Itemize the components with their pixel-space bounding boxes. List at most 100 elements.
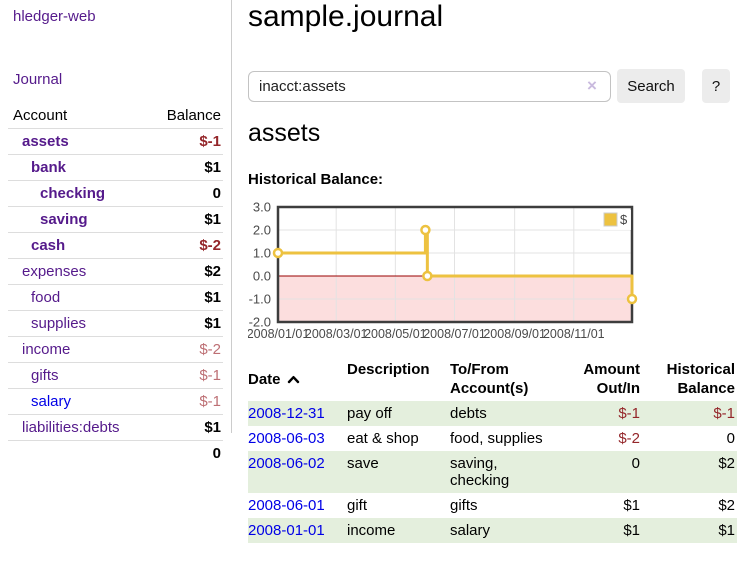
transaction-description: gift [347, 497, 368, 514]
transaction-row: 2008-06-01 gift gifts $1 $2 [248, 493, 737, 518]
transaction-balance: $-1 [713, 405, 735, 422]
data-point-marker [272, 247, 284, 259]
account-link-checking[interactable]: checking [40, 185, 106, 202]
account-row: saving $1 [8, 206, 223, 233]
account-link-income[interactable]: income [22, 341, 71, 358]
account-row: food $1 [8, 284, 223, 311]
transaction-date-cell: 2008-01-01 [248, 522, 347, 539]
transaction-date-cell: 2008-06-03 [248, 430, 347, 447]
account-balance: 0 [212, 185, 221, 202]
transaction-accounts: debts [450, 405, 487, 422]
transaction-description: eat & shop [347, 430, 419, 447]
transaction-row: 2008-01-01 income salary $1 $1 [248, 518, 737, 543]
transaction-accounts: gifts [450, 497, 478, 514]
transaction-date-cell: 2008-12-31 [248, 405, 347, 422]
account-link-cash[interactable]: cash [31, 237, 66, 254]
search-form: × Search ? [248, 69, 742, 103]
account-link-gifts[interactable]: gifts [31, 367, 59, 384]
account-row: income $-2 [8, 336, 223, 363]
account-link-food[interactable]: food [31, 289, 61, 306]
register-col-balance: Historical Balance [666, 361, 735, 397]
x-tick-label: 2008/07/01 [423, 327, 486, 341]
account-heading: assets [248, 119, 321, 147]
transaction-accounts: saving, checking [450, 455, 510, 489]
transaction-amount: 0 [631, 455, 640, 472]
register-table: Date Description To/From Account(s) Amou… [248, 360, 737, 543]
legend-swatch [603, 212, 618, 227]
account-link-assets[interactable]: assets [22, 133, 69, 150]
account-balance: $1 [204, 289, 221, 306]
chart-title: Historical Balance: [248, 171, 384, 188]
historical-balance-chart[interactable]: 2008/01/01 2008/03/01 2008/05/01 2008/07/01… [248, 198, 668, 348]
account-link-salary[interactable]: salary [31, 393, 72, 410]
legend-label: $ [620, 212, 628, 227]
transaction-date-link[interactable]: 2008-06-01 [248, 497, 325, 514]
y-tick-label: -1.0 [249, 292, 271, 307]
accounts-total-value: 0 [212, 445, 221, 462]
account-link-liabilities-debts[interactable]: liabilities:debts [22, 419, 120, 436]
chevron-up-icon [287, 375, 299, 383]
help-button[interactable]: ? [702, 69, 730, 103]
transaction-date-link[interactable]: 2008-01-01 [248, 522, 325, 539]
y-tick-label: 1.0 [253, 246, 271, 261]
account-balance: $-1 [199, 133, 221, 150]
accounts-table: Account Balance assets $-1 bank $1 checking 0… [8, 103, 223, 466]
account-balance: $-1 [199, 393, 221, 410]
accounts-col-account: Account [13, 107, 68, 124]
data-point-marker [422, 270, 433, 282]
sidebar-item-journal[interactable]: Journal [13, 71, 63, 88]
transaction-description: save [347, 455, 379, 472]
register-col-date[interactable]: Date [248, 360, 347, 398]
main-panel: sample.journal × Search ? assets Histori… [248, 0, 742, 582]
transaction-balance: $2 [718, 455, 735, 472]
search-button[interactable]: Search [617, 69, 685, 103]
account-link-saving[interactable]: saving [40, 211, 88, 228]
chart-canvas: 2008/01/012008/03/012008/05/012008/07/01… [248, 200, 638, 341]
transaction-date-link[interactable]: 2008-06-03 [248, 430, 325, 447]
x-tick-label: 2008/09/01 [483, 327, 546, 341]
brand-link[interactable]: hledger-web [13, 8, 96, 25]
transaction-date-cell: 2008-06-01 [248, 497, 347, 514]
transaction-date-cell: 2008-06-02 [248, 455, 347, 489]
transaction-description: pay off [347, 405, 392, 422]
data-point-marker [626, 293, 638, 305]
transaction-amount: $1 [623, 497, 640, 514]
accounts-table-body: assets $-1 bank $1 checking 0 saving $1 cash $-2 e… [8, 128, 223, 441]
transaction-date-link[interactable]: 2008-06-02 [248, 455, 325, 472]
clear-search-icon[interactable]: × [587, 76, 597, 95]
account-row: bank $1 [8, 154, 223, 181]
register-col-date-label: Date [248, 370, 281, 388]
account-row: salary $-1 [8, 388, 223, 415]
sidebar-divider [231, 0, 232, 433]
plot-border [276, 205, 634, 324]
account-row: cash $-2 [8, 232, 223, 259]
account-balance: $-2 [199, 237, 221, 254]
x-tick-label: 2008/01/01 [248, 327, 309, 341]
account-balance: $1 [204, 211, 221, 228]
account-row: checking 0 [8, 180, 223, 207]
account-link-expenses[interactable]: expenses [22, 263, 87, 280]
x-tick-label: 2008/11/01 [543, 327, 605, 341]
search-input[interactable] [248, 71, 611, 102]
account-row: supplies $1 [8, 310, 223, 337]
x-tick-label: 2008/03/01 [305, 327, 368, 341]
register-col-tofrom: To/From Account(s) [450, 361, 529, 397]
transaction-amount: $-2 [618, 430, 640, 447]
account-row: assets $-1 [8, 128, 223, 155]
account-link-bank[interactable]: bank [31, 159, 67, 176]
accounts-table-header: Account Balance [8, 103, 223, 129]
transaction-accounts: food, supplies [450, 430, 543, 447]
account-balance: $1 [204, 419, 221, 436]
transaction-balance: $2 [718, 497, 735, 514]
register-rows: 2008-12-31 pay off debts $-1 $-1 2008-06-03 ea… [248, 401, 737, 543]
account-row: liabilities:debts $1 [8, 414, 223, 441]
register-header: Date Description To/From Account(s) Amou… [248, 360, 737, 401]
account-balance: $-1 [199, 367, 221, 384]
transaction-row: 2008-06-02 save saving, checking 0 $2 [248, 451, 737, 493]
transaction-row: 2008-06-03 eat & shop food, supplies $-2 0 [248, 426, 737, 451]
x-tick-label: 2008/05/01 [364, 327, 427, 341]
account-balance: $2 [204, 263, 221, 280]
transaction-row: 2008-12-31 pay off debts $-1 $-1 [248, 401, 737, 426]
account-link-supplies[interactable]: supplies [31, 315, 87, 332]
transaction-date-link[interactable]: 2008-12-31 [248, 405, 325, 422]
